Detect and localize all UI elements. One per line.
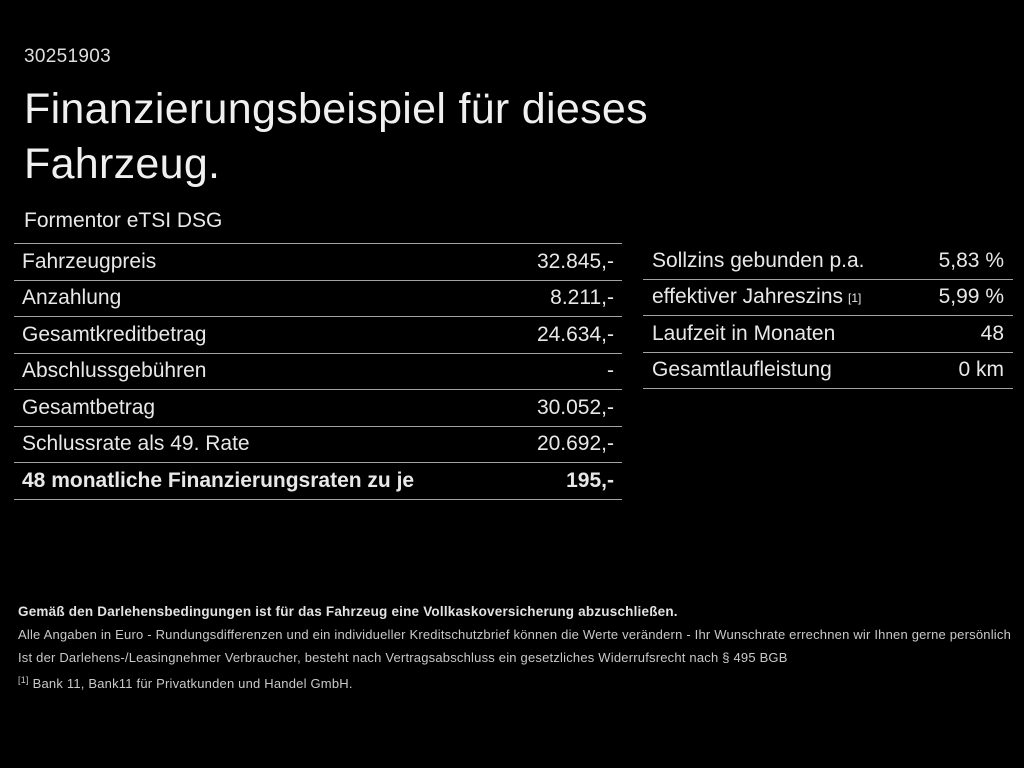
row-label: effektiver Jahreszins bbox=[652, 285, 844, 309]
table-row-monthly-rate: 48 monatliche Finanzierungsraten zu je 1… bbox=[14, 463, 622, 500]
table-row: Laufzeit in Monaten 48 bbox=[643, 316, 1013, 353]
row-value: 5,99 % bbox=[938, 285, 1004, 309]
loan-conditions-table: Sollzins gebunden p.a. 5,83 % effektiver… bbox=[643, 243, 1013, 389]
disclaimer-euro-note: Alle Angaben in Euro - Rundungsdifferenz… bbox=[18, 627, 1012, 642]
table-row: Abschlussgebühren - bbox=[14, 354, 622, 390]
row-label: Sollzins gebunden p.a. bbox=[652, 248, 865, 272]
row-label: Anzahlung bbox=[22, 286, 122, 310]
row-value: 0 km bbox=[958, 358, 1004, 382]
row-label: Laufzeit in Monaten bbox=[652, 321, 836, 345]
offer-id: 30251903 bbox=[24, 46, 111, 67]
table-row: Sollzins gebunden p.a. 5,83 % bbox=[643, 243, 1013, 280]
insurance-requirement-note: Gemäß den Darlehensbedingungen ist für d… bbox=[18, 604, 678, 619]
row-value: 48 bbox=[980, 321, 1004, 345]
row-label: Fahrzeugpreis bbox=[22, 249, 157, 273]
row-value: 8.211,- bbox=[550, 286, 614, 310]
table-row: Gesamtbetrag 30.052,- bbox=[14, 390, 622, 427]
page-title: Finanzierungsbeispiel für dieses Fahrzeu… bbox=[24, 82, 784, 192]
row-value: 20.692,- bbox=[536, 432, 614, 456]
table-row: Fahrzeugpreis 32.845,- bbox=[14, 244, 622, 281]
row-value: 24.634,- bbox=[536, 322, 614, 346]
financing-details-table: Fahrzeugpreis 32.845,- Anzahlung 8.211,-… bbox=[14, 243, 622, 500]
table-row: Gesamtlaufleistung 0 km bbox=[643, 353, 1013, 389]
row-value: - bbox=[607, 359, 614, 383]
footnote-text: Bank 11, Bank11 für Privatkunden und Han… bbox=[32, 676, 353, 691]
row-label: 48 monatliche Finanzierungsraten zu je bbox=[22, 468, 415, 492]
footnote-marker: [1] bbox=[18, 674, 29, 685]
withdrawal-right-note: Ist der Darlehens-/Leasingnehmer Verbrau… bbox=[18, 650, 788, 665]
page-title-line-1: Finanzierungsbeispiel für dieses bbox=[24, 85, 648, 133]
page-title-line-2: Fahrzeug. bbox=[24, 140, 221, 188]
row-label: Schlussrate als 49. Rate bbox=[22, 432, 250, 456]
table-row: Anzahlung 8.211,- bbox=[14, 281, 622, 317]
bank-footnote: [1] Bank 11, Bank11 für Privatkunden und … bbox=[18, 674, 1010, 691]
row-label: Gesamtkreditbetrag bbox=[22, 322, 207, 346]
table-row: Gesamtkreditbetrag 24.634,- bbox=[14, 317, 622, 354]
row-label: Abschlussgebühren bbox=[22, 359, 207, 383]
row-value: 32.845,- bbox=[536, 249, 614, 273]
vehicle-model-name: Formentor eTSI DSG bbox=[24, 209, 223, 232]
row-value: 5,83 % bbox=[938, 248, 1004, 272]
table-row: Schlussrate als 49. Rate 20.692,- bbox=[14, 427, 622, 463]
table-row: effektiver Jahreszins [1] 5,99 % bbox=[643, 280, 1013, 316]
row-value: 30.052,- bbox=[536, 395, 614, 419]
row-label: Gesamtbetrag bbox=[22, 395, 156, 419]
row-value: 195,- bbox=[566, 468, 614, 492]
row-label: Gesamtlaufleistung bbox=[652, 358, 832, 382]
